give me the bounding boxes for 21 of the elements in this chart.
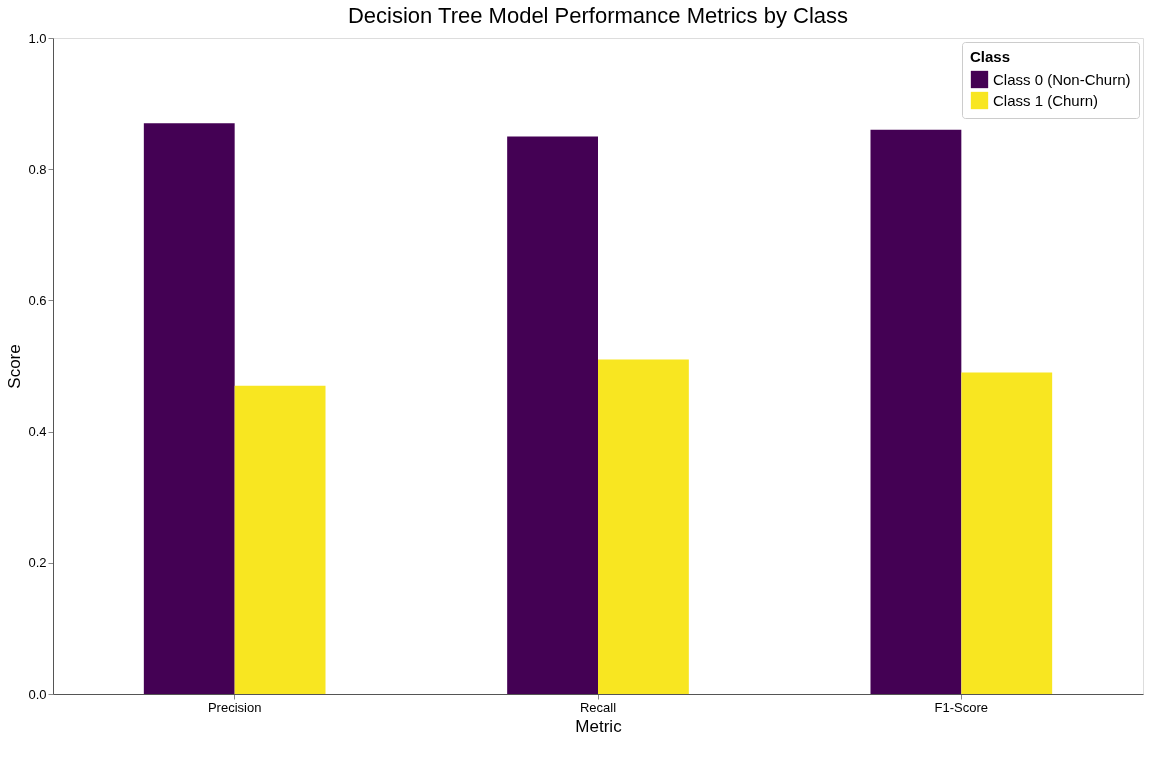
- bar: [234, 385, 326, 694]
- bar: [507, 136, 598, 694]
- x-tick-label: Precision: [207, 699, 262, 715]
- y-tick-label: 0.8: [28, 161, 47, 177]
- x-tick-label: F1-Score: [934, 699, 989, 715]
- y-tick-label: 0.2: [28, 555, 47, 571]
- legend-title: Class: [970, 48, 1011, 65]
- y-tick-label: 0.6: [28, 292, 47, 308]
- bar: [961, 372, 1053, 694]
- x-axis-title: Metric: [575, 716, 623, 736]
- x-tick-label: Recall: [579, 699, 617, 715]
- y-tick-label: 0.0: [28, 686, 47, 702]
- bar: [143, 123, 235, 694]
- y-axis-title: Score: [5, 344, 25, 389]
- legend-label: Class 0 (Non-Churn): [993, 70, 1131, 88]
- bar: [870, 129, 962, 694]
- legend-label: Class 1 (Churn): [993, 91, 1099, 109]
- y-tick-label: 0.4: [28, 424, 47, 440]
- y-tick-label: 1.0: [28, 30, 47, 46]
- chart-title: Decision Tree Model Performance Metrics by Class: [347, 3, 849, 28]
- bar: [598, 359, 689, 694]
